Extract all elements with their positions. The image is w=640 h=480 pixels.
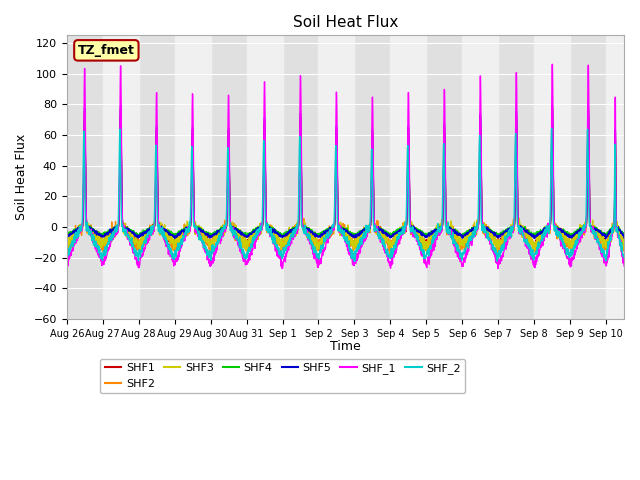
SHF3 xyxy=(63,246,70,252)
SHF2 xyxy=(95,240,103,246)
SHF_1 xyxy=(620,263,628,269)
Line: SHF5: SHF5 xyxy=(67,105,624,239)
Bar xyxy=(246,36,282,319)
SHF3 xyxy=(423,250,431,255)
SHF2 xyxy=(535,236,543,241)
SHF4 xyxy=(99,234,107,240)
Line: SHF4: SHF4 xyxy=(67,116,624,237)
SHF1 xyxy=(548,105,556,110)
SHF_1 xyxy=(602,258,609,264)
SHF3 xyxy=(412,228,420,234)
Bar xyxy=(103,36,139,319)
Text: TZ_fmet: TZ_fmet xyxy=(78,44,135,57)
Line: SHF2: SHF2 xyxy=(67,124,624,254)
SHF1 xyxy=(95,240,103,246)
SHF_1 xyxy=(95,252,103,258)
SHF4 xyxy=(95,230,103,236)
SHF5 xyxy=(534,232,542,238)
SHF_2 xyxy=(602,253,609,259)
SHF2 xyxy=(63,245,70,251)
SHF1 xyxy=(535,239,543,245)
SHF3 xyxy=(535,231,543,237)
SHF1 xyxy=(602,240,609,246)
SHF4 xyxy=(429,229,437,235)
SHF4 xyxy=(535,231,543,237)
SHF3 xyxy=(620,247,628,252)
SHF_2 xyxy=(429,237,437,243)
SHF3 xyxy=(429,232,437,238)
SHF_1 xyxy=(278,266,286,272)
SHF_1 xyxy=(349,259,356,264)
Legend: SHF1, SHF2, SHF3, SHF4, SHF5, SHF_1, SHF_2: SHF1, SHF2, SHF3, SHF4, SHF5, SHF_1, SHF… xyxy=(100,359,465,393)
SHF4 xyxy=(412,226,420,232)
SHF2 xyxy=(412,230,420,236)
SHF4 xyxy=(548,113,556,119)
SHF1 xyxy=(412,230,420,236)
SHF1 xyxy=(349,238,356,244)
Bar xyxy=(390,36,426,319)
Line: SHF3: SHF3 xyxy=(67,132,624,252)
SHF5 xyxy=(429,228,436,234)
SHF_2 xyxy=(351,259,358,264)
SHF5 xyxy=(349,233,356,239)
SHF3 xyxy=(548,130,556,135)
SHF_1 xyxy=(412,233,420,239)
SHF_2 xyxy=(95,248,103,254)
SHF4 xyxy=(602,230,609,236)
Bar xyxy=(175,36,211,319)
SHF5 xyxy=(548,102,556,108)
SHF_1 xyxy=(63,262,70,267)
SHF2 xyxy=(494,251,502,257)
SHF5 xyxy=(63,233,70,239)
SHF4 xyxy=(349,231,356,237)
SHF5 xyxy=(620,235,628,241)
SHF_2 xyxy=(63,249,70,254)
SHF3 xyxy=(602,240,609,246)
SHF_1 xyxy=(548,61,556,67)
Line: SHF_1: SHF_1 xyxy=(67,64,624,269)
SHF_1 xyxy=(535,246,543,252)
SHF3 xyxy=(349,243,356,249)
SHF5 xyxy=(412,226,420,232)
Line: SHF_2: SHF_2 xyxy=(67,128,624,262)
SHF_2 xyxy=(548,125,556,131)
SHF_2 xyxy=(412,231,420,237)
SHF_2 xyxy=(620,253,628,259)
SHF1 xyxy=(63,244,70,250)
SHF4 xyxy=(63,231,70,237)
X-axis label: Time: Time xyxy=(330,340,361,353)
SHF_2 xyxy=(349,248,356,254)
SHF_2 xyxy=(535,245,543,251)
SHF5 xyxy=(602,236,609,241)
Bar xyxy=(462,36,499,319)
SHF2 xyxy=(548,121,556,127)
SHF5 xyxy=(601,233,609,239)
SHF3 xyxy=(95,244,103,250)
SHF2 xyxy=(349,239,356,245)
Bar xyxy=(319,36,355,319)
SHF5 xyxy=(95,230,103,236)
Y-axis label: Soil Heat Flux: Soil Heat Flux xyxy=(15,134,28,220)
SHF2 xyxy=(602,246,609,252)
Bar xyxy=(534,36,570,319)
Line: SHF1: SHF1 xyxy=(67,108,624,250)
SHF1 xyxy=(620,241,628,247)
SHF2 xyxy=(620,248,628,253)
SHF1 xyxy=(429,234,437,240)
SHF2 xyxy=(429,233,436,239)
SHF_1 xyxy=(429,243,437,249)
Title: Soil Heat Flux: Soil Heat Flux xyxy=(292,15,398,30)
Bar xyxy=(606,36,624,319)
SHF4 xyxy=(620,232,628,238)
SHF1 xyxy=(387,247,394,253)
